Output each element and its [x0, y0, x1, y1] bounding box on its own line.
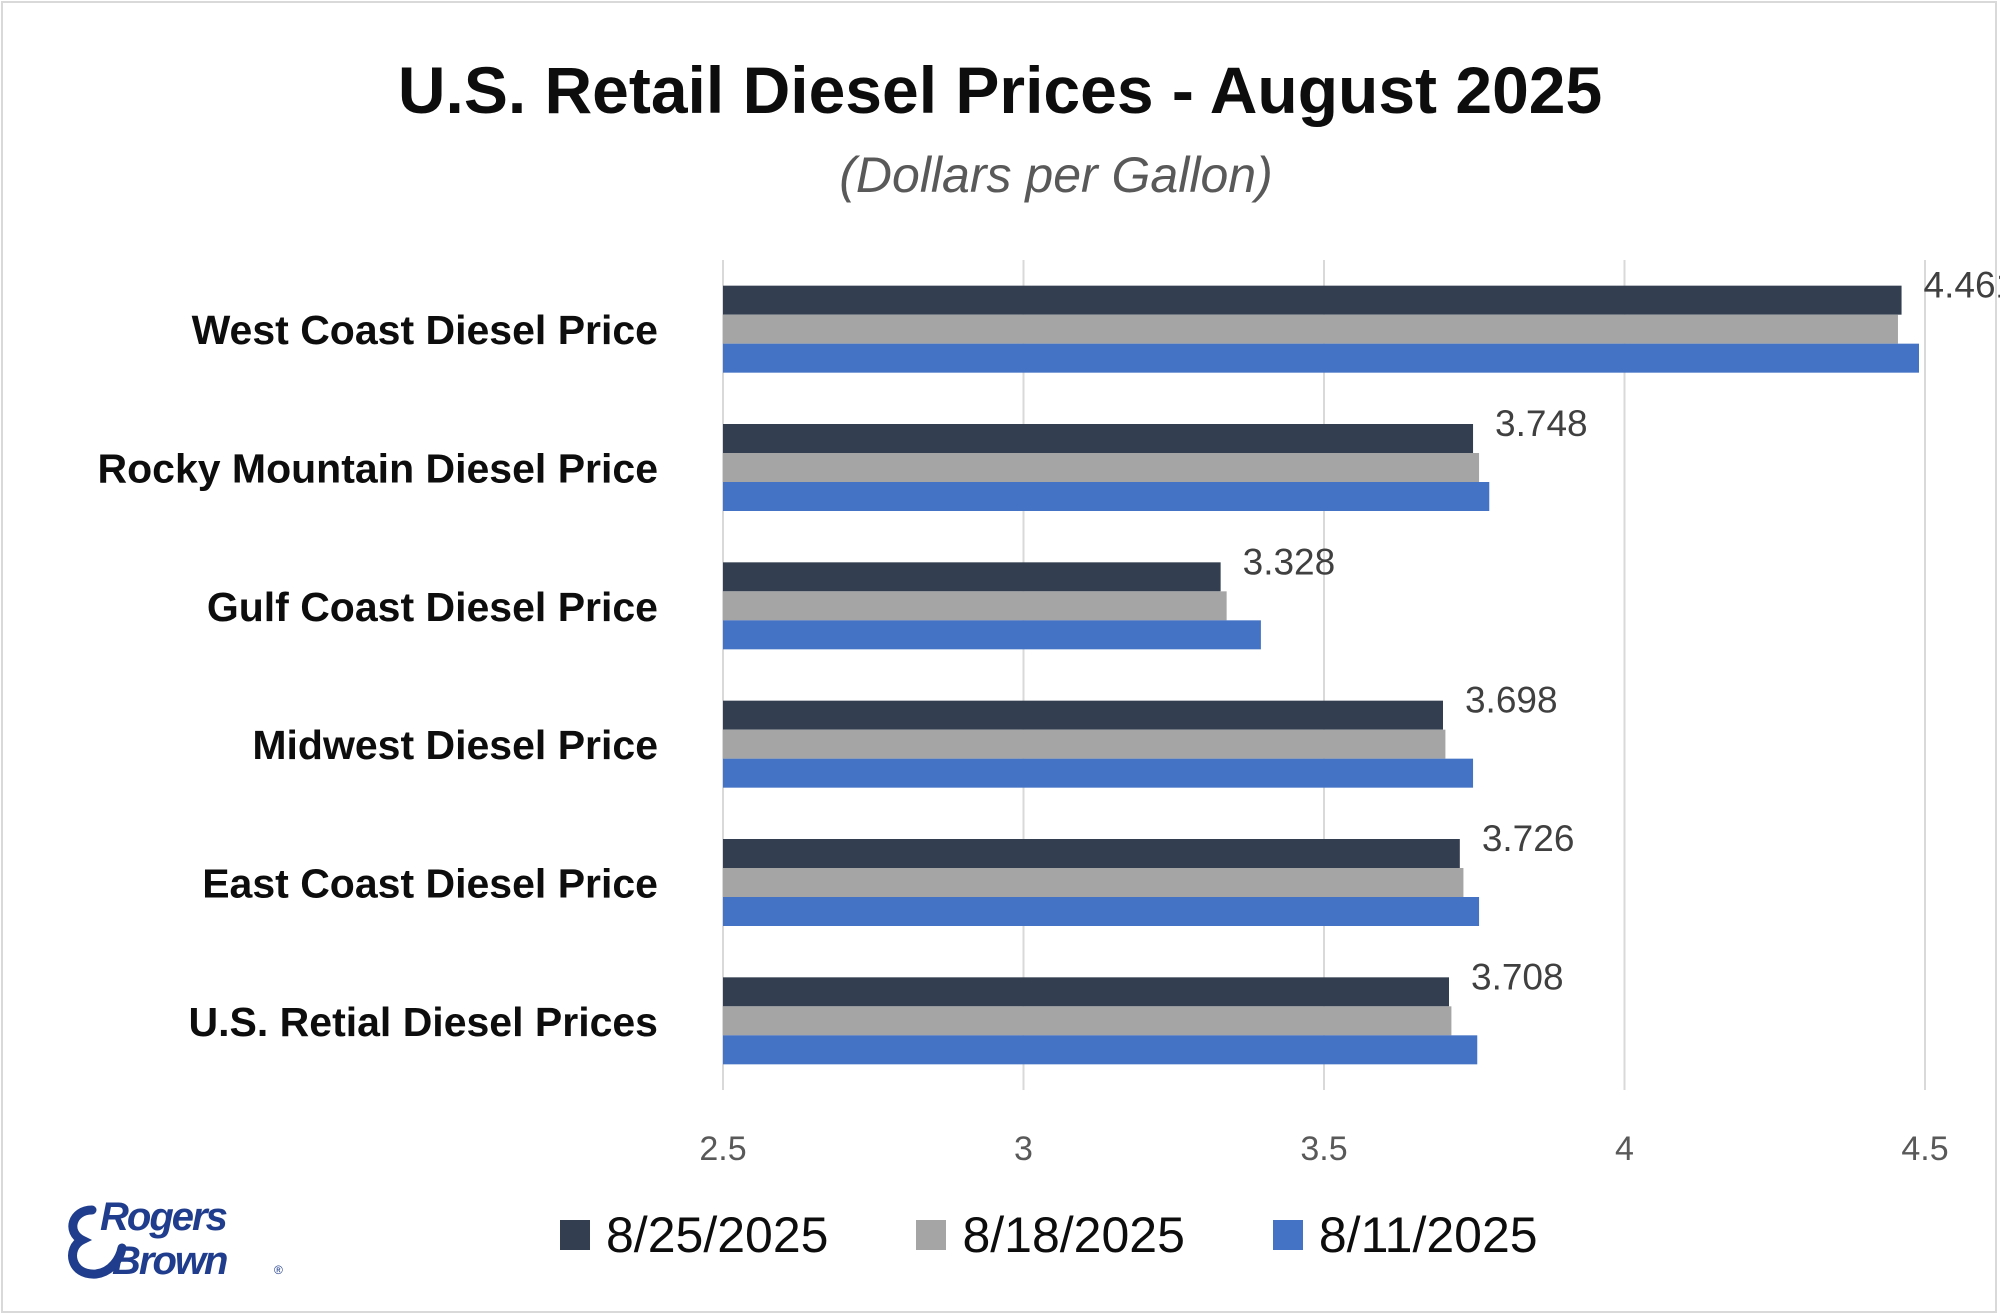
legend-item-series-3: 8/11/2025 — [1272, 1206, 1538, 1264]
data-label-cat-0: 4.461 — [1924, 265, 2000, 306]
bar-series-1-cat-3 — [723, 700, 1443, 730]
bar-series-3-cat-1 — [723, 482, 1490, 511]
legend-label-series-1: 8/25/2025 — [606, 1207, 829, 1263]
bar-series-3-cat-0 — [723, 343, 1919, 373]
bar-series-2-cat-1 — [723, 453, 1480, 482]
x-tick-label-4: 4.5 — [1901, 1130, 1948, 1168]
x-tick-label-1: 3 — [1014, 1130, 1033, 1168]
bar-series-3-cat-2 — [723, 620, 1261, 650]
bar-series-2-cat-4 — [723, 868, 1464, 897]
category-label-1: Rocky Mountain Diesel Price — [97, 446, 658, 492]
category-label-2: Gulf Coast Diesel Price — [207, 584, 658, 630]
bar-series-2-cat-0 — [723, 314, 1898, 344]
data-label-cat-5: 3.708 — [1471, 956, 1564, 997]
logo-word-brown: Brown — [112, 1239, 227, 1282]
bar-series-2-cat-5 — [723, 1006, 1452, 1036]
bar-series-2-cat-2 — [723, 591, 1227, 621]
category-label-4: East Coast Diesel Price — [202, 861, 658, 907]
bar-series-1-cat-0 — [723, 285, 1902, 315]
data-label-cat-1: 3.748 — [1495, 403, 1588, 444]
bar-series-1-cat-5 — [723, 977, 1450, 1007]
logo-ampersand — [68, 1205, 127, 1279]
legend-item-series-1: 8/25/2025 — [560, 1206, 828, 1264]
legend-item-series-2: 8/18/2025 — [916, 1206, 1185, 1264]
chart-title: U.S. Retail Diesel Prices - August 2025 — [397, 53, 1603, 127]
bar-series-2-cat-3 — [723, 729, 1446, 759]
x-tick-label-0: 2.5 — [699, 1130, 746, 1168]
bar-series-1-cat-2 — [723, 562, 1221, 592]
bar-series-3-cat-3 — [723, 758, 1474, 788]
legend-label-series-2: 8/18/2025 — [962, 1207, 1185, 1263]
bar-series-3-cat-5 — [723, 1035, 1478, 1065]
logo-word-rogers: Rogers — [100, 1195, 227, 1239]
rogers-brown-logo: Rogers Brown ® — [68, 1195, 283, 1282]
legend-swatch-series-2 — [916, 1220, 947, 1250]
bar-series-1-cat-1 — [723, 424, 1474, 453]
category-label-0: West Coast Diesel Price — [192, 307, 658, 353]
data-label-cat-2: 3.328 — [1243, 541, 1336, 582]
legend: 8/25/2025 8/18/2025 8/11/2025 — [560, 1205, 1626, 1265]
x-tick-label-3: 4 — [1615, 1130, 1634, 1168]
bar-series-3-cat-4 — [723, 897, 1480, 926]
category-label-5: U.S. Retial Diesel Prices — [189, 999, 658, 1045]
x-tick-label-2: 3.5 — [1300, 1130, 1347, 1168]
data-label-cat-3: 3.698 — [1465, 680, 1558, 721]
logo-registered-mark: ® — [274, 1263, 283, 1277]
legend-label-series-3: 8/11/2025 — [1318, 1207, 1538, 1263]
bar-series-1-cat-4 — [723, 839, 1460, 868]
chart-subtitle: (Dollars per Gallon) — [839, 147, 1273, 203]
legend-swatch-series-1 — [560, 1220, 590, 1250]
data-label-cat-4: 3.726 — [1482, 818, 1575, 859]
category-label-3: Midwest Diesel Price — [252, 722, 658, 768]
legend-swatch-series-3 — [1272, 1220, 1303, 1250]
